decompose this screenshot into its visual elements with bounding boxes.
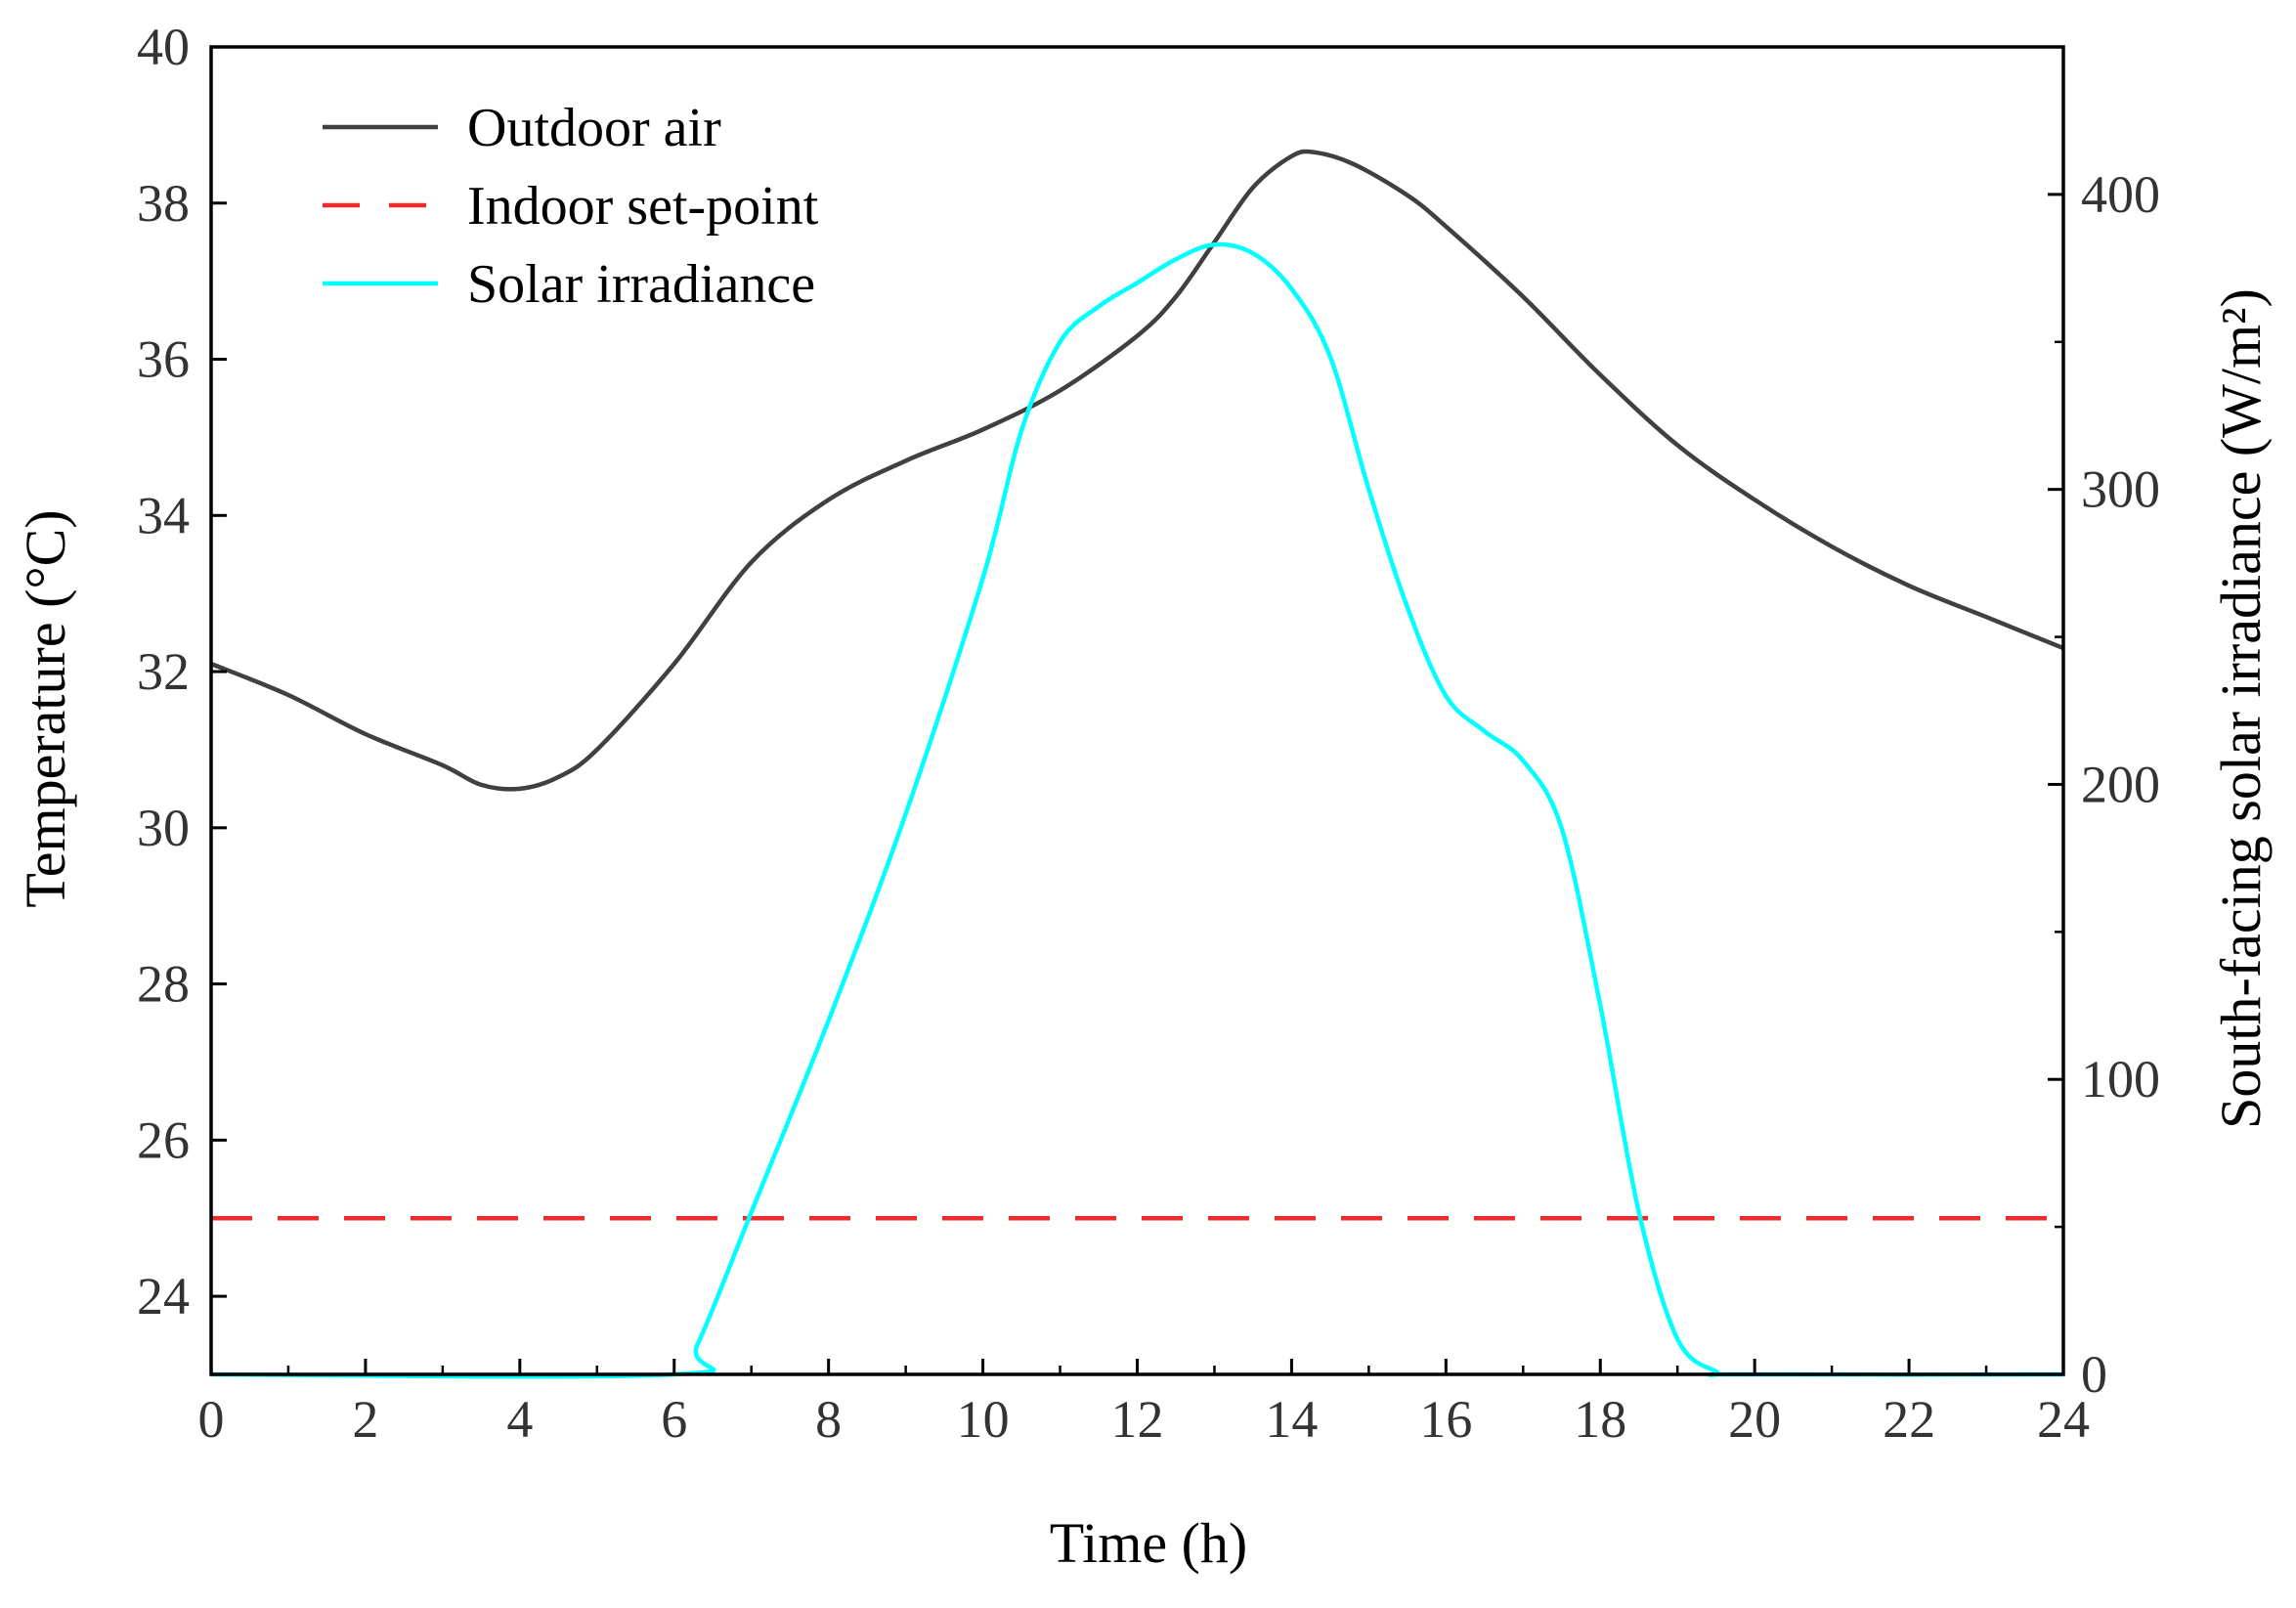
- x-tick-label: 0: [198, 1390, 225, 1449]
- x-tick-label: 14: [1265, 1390, 1318, 1449]
- y-right-tick-label: 0: [2081, 1345, 2107, 1404]
- x-tick-label: 12: [1111, 1390, 1164, 1449]
- plot-frame: [209, 45, 2065, 1376]
- legend: Outdoor air Indoor set-point Solar irradia…: [323, 98, 819, 315]
- x-axis-title: Time (h): [1050, 1511, 1248, 1575]
- x-tick-label: 6: [661, 1390, 687, 1449]
- y-left-tick-label: 34: [137, 486, 190, 544]
- y-right-tick-label: 200: [2081, 755, 2160, 813]
- x-tick-label: 10: [957, 1390, 1010, 1449]
- x-tick-label: 24: [2037, 1390, 2090, 1449]
- x-tick-label: 2: [352, 1390, 378, 1449]
- y-right-tick-label: 400: [2081, 165, 2160, 224]
- y-axis-right: 0 100 200 300 400: [2048, 165, 2160, 1404]
- x-tick-label: 20: [1728, 1390, 1781, 1449]
- y-left-tick-label: 38: [137, 174, 190, 233]
- y-left-tick-label: 26: [137, 1110, 190, 1169]
- y-left-tick-label: 30: [137, 799, 190, 857]
- y-axis-right-title: South-facing solar irradiance (W/m²): [2209, 288, 2273, 1129]
- y-left-tick-label: 24: [137, 1267, 190, 1326]
- legend-label-outdoor-air: Outdoor air: [467, 98, 721, 158]
- legend-label-solar-irradiance: Solar irradiance: [467, 254, 815, 315]
- series-line-solar-irradiance: [210, 241, 2064, 1379]
- y-left-tick-label: 36: [137, 330, 190, 389]
- y-axis-left: 24 26 28 30 32 34 36 38 40: [137, 18, 227, 1326]
- y-axis-left-title: Temperature (°C): [14, 509, 77, 907]
- x-tick-label: 18: [1574, 1390, 1626, 1449]
- x-tick-label: 8: [815, 1390, 842, 1449]
- x-tick-label: 22: [1883, 1390, 1935, 1449]
- x-axis: 0 2 4 6 8 10 12 14 16 18 20 22 24: [198, 1359, 2090, 1449]
- y-left-tick-label: 28: [137, 955, 190, 1014]
- y-right-tick-label: 100: [2081, 1050, 2160, 1108]
- legend-label-indoor-set-point: Indoor set-point: [467, 176, 819, 237]
- y-left-tick-label: 40: [137, 18, 190, 76]
- x-tick-label: 4: [506, 1390, 533, 1449]
- y-right-tick-label: 300: [2081, 460, 2160, 519]
- plot-marks: [210, 149, 2064, 1379]
- series-line-outdoor-air: [210, 149, 2064, 792]
- y-left-tick-label: 32: [137, 642, 190, 701]
- x-tick-label: 16: [1419, 1390, 1472, 1449]
